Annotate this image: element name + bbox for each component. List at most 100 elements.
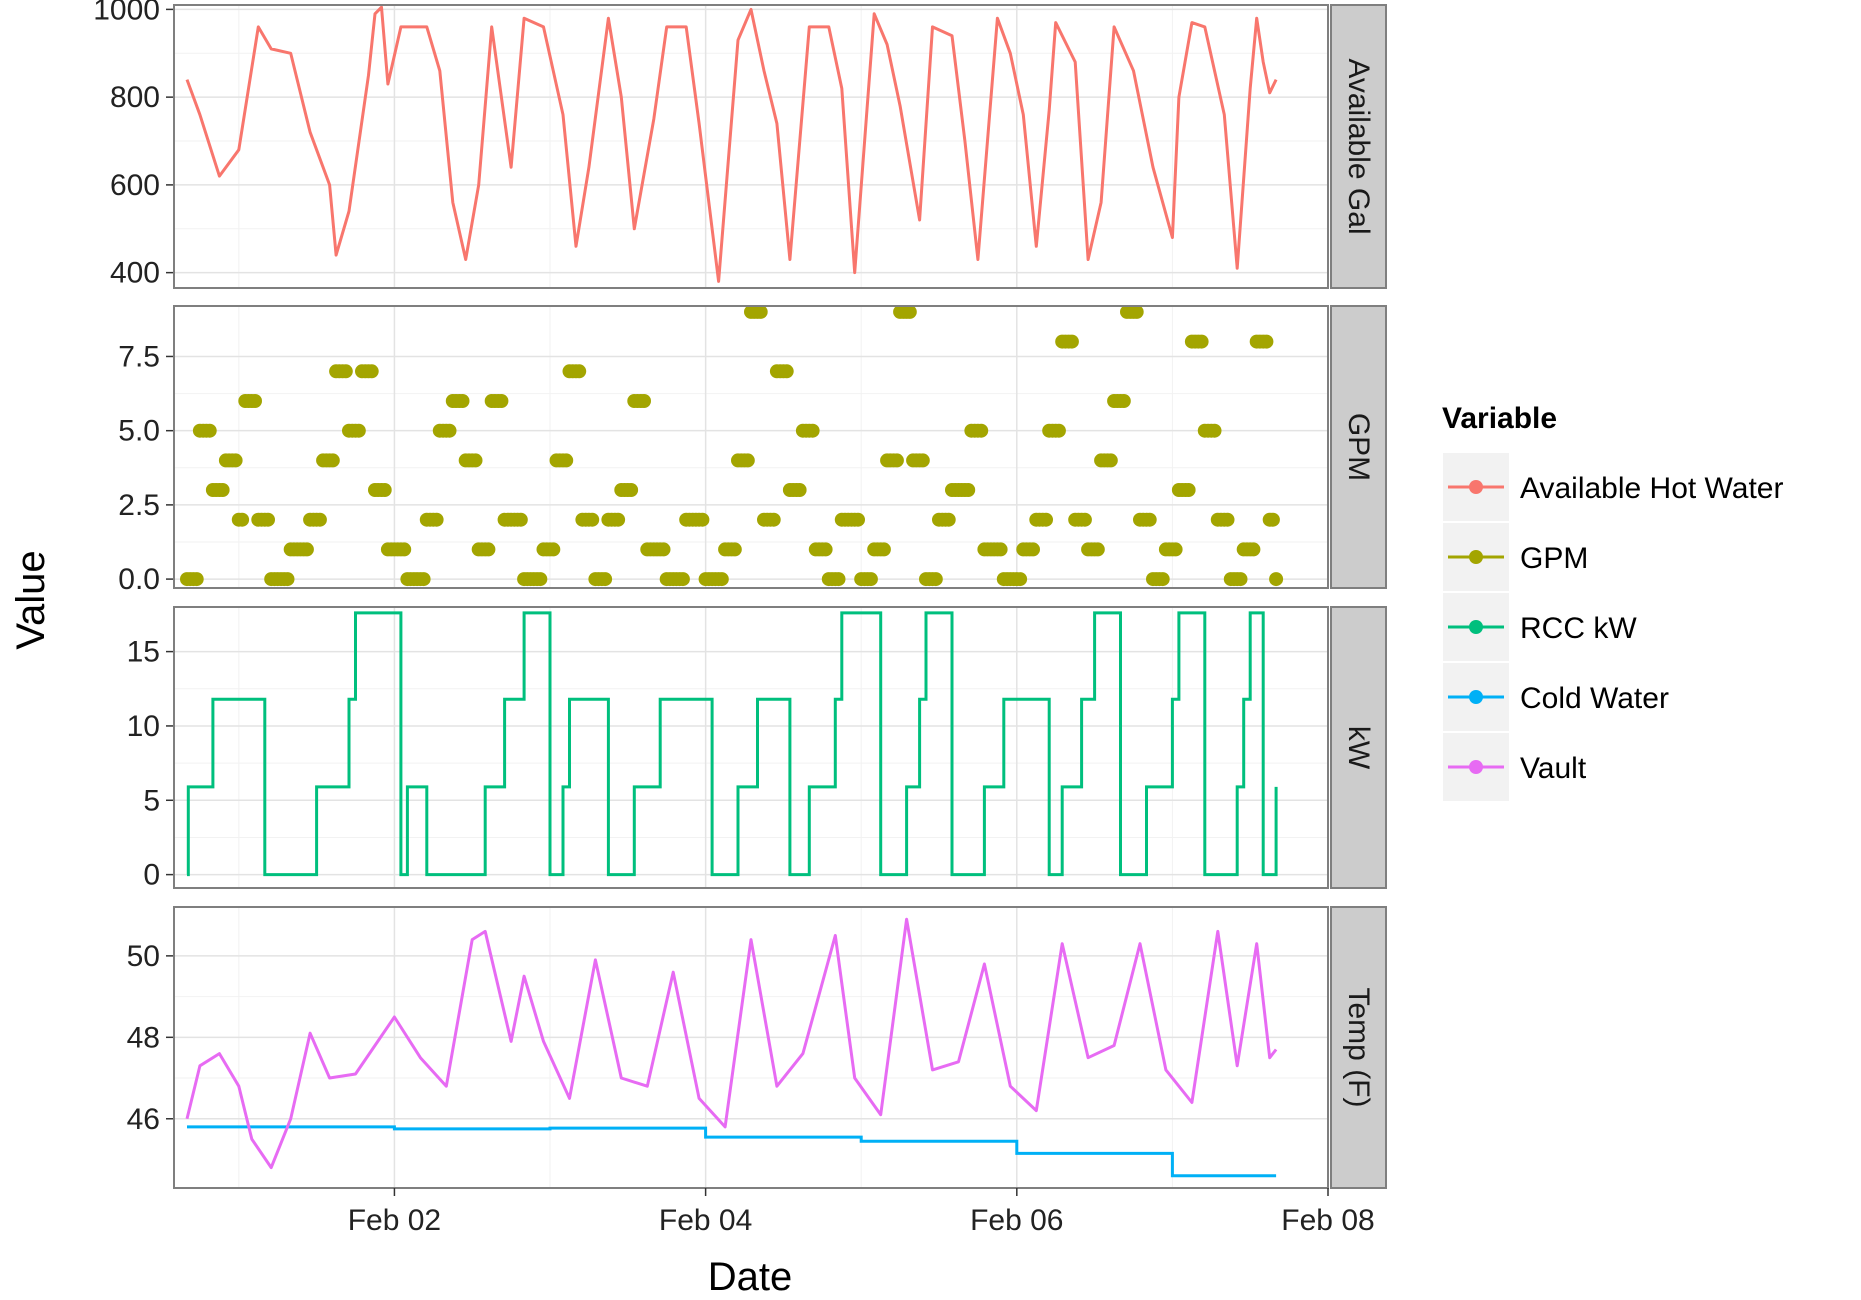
facet-strip-label: kW [1342,726,1375,770]
data-point-gpm [1103,453,1118,468]
legend-label: Cold Water [1520,682,1669,715]
data-point-gpm [1155,572,1170,587]
data-point-gpm [513,512,528,527]
panel-border [173,305,1329,589]
data-point-gpm [1077,512,1092,527]
data-point-gpm [351,423,366,438]
series-group [186,611,1278,877]
data-point-gpm [1013,572,1028,587]
y-tick-label: 50 [127,940,160,973]
y-tick-label: 10 [127,710,160,743]
data-point-gpm [1269,572,1284,587]
panels-layer: 400 600 800 1000 Available Gal 0.0 2.5 5.0 7.5 GP… [93,0,1387,1189]
legend-title: Variable [1442,402,1557,435]
legend-key-point [1469,620,1483,634]
series-group [185,917,1278,1178]
y-tick-label: 48 [127,1021,160,1054]
data-point-gpm [1039,512,1053,527]
data-point-gpm [280,572,295,587]
y-tick-label: 5 [143,784,160,817]
data-point-gpm [1142,512,1157,527]
y-tick-label: 2.5 [118,489,160,522]
data-point-gpm [1129,306,1144,319]
y-tick-label: 800 [110,81,160,114]
data-point-gpm [961,483,976,497]
data-point-gpm [1116,394,1131,408]
data-point-gpm [928,572,943,587]
data-point-gpm [215,483,230,497]
data-point-gpm [805,423,820,438]
y-tick-label: 600 [110,169,160,202]
data-point-gpm [993,542,1008,557]
legend-label: Available Hot Water [1520,472,1783,505]
data-point-gpm [1265,512,1280,527]
panel-available-gal: 400 600 800 1000 Available Gal [93,0,1387,290]
y-tick-label: 0.0 [118,563,160,596]
legend-item-gpm: GPM [1441,521,1588,593]
y-tick-label: 5.0 [118,415,160,448]
data-point-gpm [818,542,833,557]
data-point-gpm [416,572,431,587]
facet-strip [1330,305,1387,589]
data-point-gpm [1181,483,1196,497]
series-group [185,5,1278,283]
panel-background [174,306,1328,588]
data-point-gpm [572,364,587,379]
series-line-vault [185,917,1278,1170]
panel-background [174,907,1328,1188]
legend-key-point [1469,550,1483,564]
data-point-gpm [533,572,548,587]
data-point-gpm [455,394,470,408]
legend: Variable Available Hot Water GPM RCC kW Col… [1441,402,1783,803]
data-point-gpm [1026,542,1040,557]
legend-label: RCC kW [1520,612,1637,645]
facet-strip [1330,4,1387,289]
data-point-gpm [559,453,574,468]
data-point-gpm [1220,512,1235,527]
panel-gpm: 0.0 2.5 5.0 7.5 GPM [118,305,1387,596]
legend-item-vault: Vault [1441,731,1587,803]
data-point-gpm [863,572,878,587]
legend-label: Vault [1520,752,1587,785]
legend-item-available-hot-water: Available Hot Water [1441,451,1783,523]
panel-border [173,4,1329,289]
data-point-gpm [1051,423,1066,438]
y-tick-label: 400 [110,257,160,290]
x-tick-label: Feb 08 [1281,1204,1374,1237]
data-point-gpm [202,423,217,438]
data-point-gpm [1233,572,1248,587]
legend-item-rcc-kw: RCC kW [1441,591,1637,663]
data-point-gpm [261,512,275,527]
facet-strip-label: GPM [1342,413,1375,481]
data-point-gpm [851,512,865,527]
x-axis-title: Date [708,1255,793,1299]
data-point-gpm [1064,334,1079,349]
data-point-gpm [1090,542,1105,557]
facet-strip [1330,906,1387,1189]
panel-background [174,5,1328,288]
panel-border [173,606,1329,889]
data-point-gpm [1246,542,1261,557]
data-point-gpm [546,542,561,557]
y-axis-title: Value [9,550,53,649]
data-point-gpm [248,394,262,408]
data-point-gpm [494,394,509,408]
data-point-gpm [714,572,729,587]
data-point-gpm [675,572,690,587]
panel-background [174,607,1328,888]
data-point-gpm [429,512,444,527]
data-point-gpm [941,512,956,527]
data-point-gpm [915,453,930,468]
data-point-gpm [325,453,340,468]
data-point-gpm [235,512,250,527]
legend-key-point [1469,760,1483,774]
panel-border [173,906,1329,1189]
facet-strip [1330,606,1387,889]
y-tick-label: 0 [143,859,160,892]
data-point-gpm [753,306,768,319]
data-point-gpm [481,542,496,557]
panel-kw: 0 5 10 15 kW [127,606,1387,892]
data-point-gpm [364,364,379,379]
legend-label: GPM [1520,542,1588,575]
data-point-gpm [740,453,755,468]
